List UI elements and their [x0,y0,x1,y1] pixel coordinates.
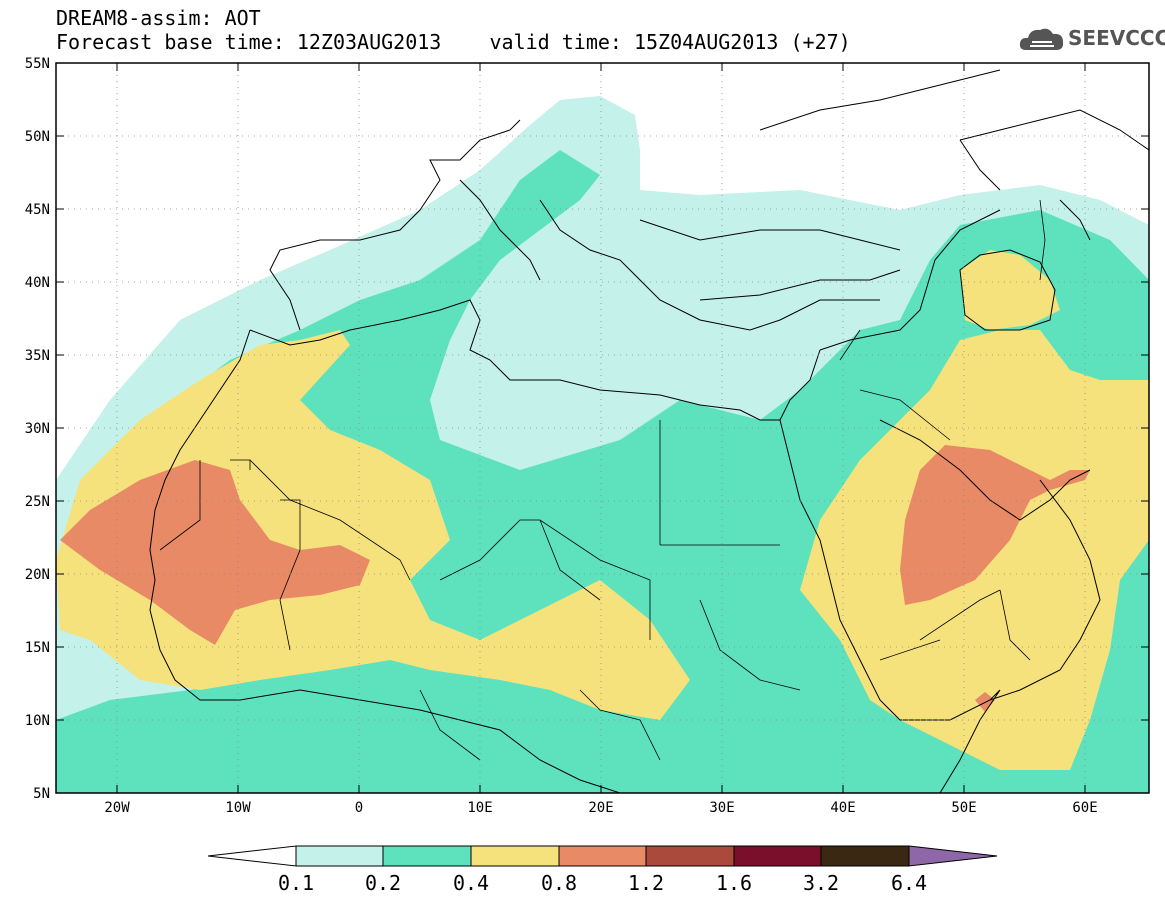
colorbar-swatch [645,845,735,867]
lat-label: 55N [25,56,50,72]
aot-contour-0.8 [60,460,370,645]
lon-label: 0 [355,800,363,816]
colorbar-label: 0.4 [453,871,489,895]
borders [159,199,1046,761]
valid-time: valid time: 15Z04AUG2013 (+27) [489,30,851,54]
latitude-labels: 55N 50N 45N 40N 35N 30N 25N 20N 15N 10N … [25,56,50,802]
colorbar-swatch [820,845,910,867]
lon-label: 30E [709,800,734,816]
lon-label: 40E [830,800,855,816]
colorbar [207,845,998,867]
colorbar-label: 0.2 [365,871,401,895]
aot-contour-0.4-caspian [960,250,1060,330]
coastlines [149,69,1149,793]
colorbar-swatch [733,845,822,867]
colorbar-label: 6.4 [891,871,927,895]
lat-label: 5N [33,786,50,802]
colorbar-label: 1.2 [628,871,664,895]
base-time: Forecast base time: 12Z03AUG2013 [56,30,442,54]
colorbar-label: 0.1 [278,871,314,895]
longitude-labels: 20W 10W 0 10E 20E 30E 40E 50E 60E [104,800,1097,816]
seevccc-logo: SEEVCCC [1018,22,1165,56]
lon-label: 50E [951,800,976,816]
gridlines [56,63,1149,793]
lat-label: 45N [25,202,50,218]
colorbar-swatch [558,845,647,867]
lat-label: 15N [25,640,50,656]
colorbar-swatch [295,845,384,867]
lat-label: 40N [25,275,50,291]
time-info: Forecast base time: 12Z03AUG2013 valid t… [56,30,851,54]
colorbar-overflow [908,845,998,867]
lat-label: 50N [25,129,50,145]
cloud-icon [1019,28,1064,50]
lon-label: 10E [467,800,492,816]
colorbar-labels: 0.1 0.2 0.4 0.8 1.2 1.6 3.2 6.4 [278,871,927,895]
lat-label: 30N [25,421,50,437]
colorbar-swatch [382,845,472,867]
aot-field [56,63,1149,793]
lon-label: 20E [588,800,613,816]
colorbar-label: 1.6 [716,871,752,895]
lon-label: 20W [104,800,130,816]
axis-ticks [56,63,1149,793]
colorbar-label: 3.2 [803,871,839,895]
lon-label: 60E [1072,800,1097,816]
colorbar-label: 0.8 [541,871,577,895]
map-title: DREAM8-assim: AOT [56,6,261,30]
lon-label: 10W [225,800,251,816]
lat-label: 10N [25,713,50,729]
colorbar-swatch [470,845,560,867]
colorbar-underflow [207,845,297,867]
logo-text: SEEVCCC [1068,26,1165,50]
aot-contour-0.8-arabia [900,445,1090,605]
lat-label: 35N [25,348,50,364]
lat-label: 20N [25,567,50,583]
map-header: DREAM8-assim: AOT Forecast base time: 12… [56,6,851,54]
lat-label: 25N [25,494,50,510]
